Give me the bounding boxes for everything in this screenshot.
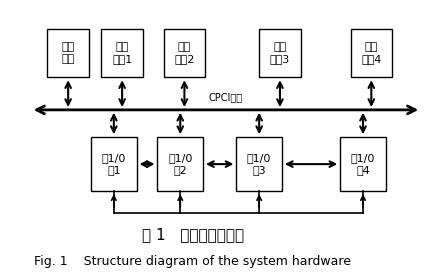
- FancyBboxPatch shape: [91, 137, 136, 191]
- FancyBboxPatch shape: [339, 137, 385, 191]
- Text: 后1/0
板2: 后1/0 板2: [168, 153, 192, 175]
- Text: 后1/0
板1: 后1/0 板1: [102, 153, 126, 175]
- FancyBboxPatch shape: [101, 28, 142, 77]
- Text: 后1/0
板3: 后1/0 板3: [247, 153, 271, 175]
- Text: 图 1   系统硬件结构图: 图 1 系统硬件结构图: [141, 227, 243, 242]
- FancyBboxPatch shape: [47, 28, 89, 77]
- Text: 处理
板卡3: 处理 板卡3: [269, 42, 289, 64]
- FancyBboxPatch shape: [350, 28, 391, 77]
- Text: 处理
板卡2: 处理 板卡2: [174, 42, 194, 64]
- Text: 系统
主板: 系统 主板: [61, 42, 75, 64]
- FancyBboxPatch shape: [259, 28, 300, 77]
- Text: 后1/0
板4: 后1/0 板4: [350, 153, 375, 175]
- FancyBboxPatch shape: [236, 137, 281, 191]
- Text: 处理
板卡1: 处理 板卡1: [112, 42, 132, 64]
- FancyBboxPatch shape: [157, 137, 203, 191]
- FancyBboxPatch shape: [163, 28, 205, 77]
- Text: 处理
板卡4: 处理 板卡4: [360, 42, 381, 64]
- Text: Fig. 1    Structure diagram of the system hardware: Fig. 1 Structure diagram of the system h…: [34, 255, 350, 268]
- Text: CPCI总线: CPCI总线: [208, 92, 243, 102]
